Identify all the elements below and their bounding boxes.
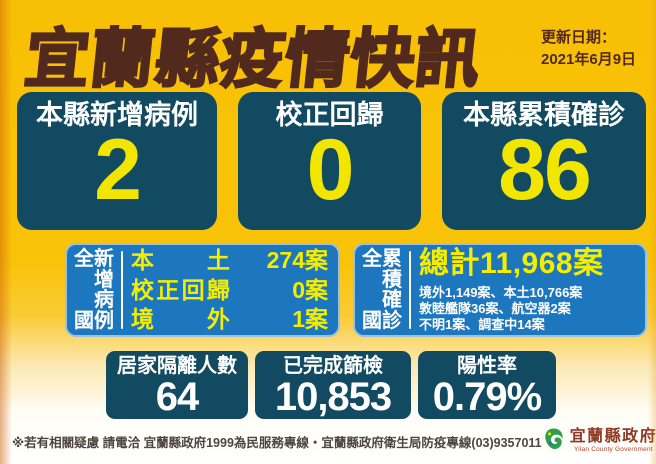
side-label-col-inner: 新增病例 bbox=[94, 249, 114, 331]
label-char: 全 bbox=[362, 248, 382, 270]
vertical-divider bbox=[409, 251, 411, 329]
case-value: 274案 bbox=[266, 247, 328, 273]
stat-value: 86 bbox=[498, 121, 592, 218]
stat-card-home-isolation: 居家隔離人數 64 bbox=[106, 351, 248, 419]
label-char: 國 bbox=[74, 310, 94, 332]
stat-label: 本縣新增病例 bbox=[36, 100, 198, 130]
breakdown-line: 境外1,149案、本土10,766案 bbox=[419, 284, 583, 300]
stat-label: 本縣累積確診 bbox=[463, 100, 625, 130]
cumulative-breakdown: 境外1,149案、本土10,766案 敦睦艦隊36案、航空器2案 不明1案、調查… bbox=[419, 285, 635, 333]
stat-card-cumulative: 本縣累積確診 86 bbox=[442, 92, 646, 230]
stat-card-backlog: 校正回歸 0 bbox=[238, 92, 421, 230]
case-value: 1案 bbox=[292, 306, 328, 332]
side-label-col-inner: 累積確診 bbox=[382, 249, 402, 331]
hotline-notice: ※若有相關疑慮 請電洽 宜蘭縣政府1999為民服務專線・宜蘭縣政府衛生局防疫專線… bbox=[12, 435, 542, 450]
label-char: 國 bbox=[362, 310, 382, 332]
bottom-stats-row: 居家隔離人數 64 已完成篩檢 10,853 陽性率 0.79% bbox=[106, 351, 556, 419]
stat-value: 0 bbox=[306, 121, 355, 218]
stat-label: 陽性率 bbox=[457, 355, 517, 377]
case-value: 0案 bbox=[292, 276, 328, 303]
stat-label: 校正回歸 bbox=[275, 100, 384, 130]
stat-card-positive-rate: 陽性率 0.79% bbox=[418, 351, 556, 419]
label-char: 積 bbox=[382, 268, 402, 291]
stat-label: 已完成篩檢 bbox=[283, 355, 383, 377]
county-logo-icon bbox=[542, 427, 566, 456]
cumulative-content: 總計11,968案 境外1,149案、本土10,766案 敦睦艦隊36案、航空器… bbox=[419, 248, 635, 333]
label-char: 外 bbox=[206, 306, 230, 332]
label-char: 確 bbox=[382, 289, 402, 312]
label-char: 本 bbox=[131, 247, 154, 273]
side-label-col-outer: 全國 bbox=[362, 249, 382, 331]
page-title: 宜蘭縣疫情快訊 bbox=[20, 22, 485, 97]
panel-side-label: 全國 新增病例 bbox=[74, 249, 114, 331]
panel-national-new-cases: 全國 新增病例 本土 274案 校正回歸 0案 境外 1案 bbox=[65, 243, 340, 337]
stat-value: 0.79% bbox=[432, 375, 542, 419]
label-char: 境 bbox=[131, 306, 154, 332]
label-char: 全 bbox=[74, 248, 94, 270]
case-term: 校正回歸 bbox=[131, 276, 230, 303]
side-label-col-outer: 全國 bbox=[74, 249, 94, 331]
breakdown-line: 不明1案、調查中14案 bbox=[419, 316, 545, 332]
panel-national-cumulative: 全國 累積確診 總計11,968案 境外1,149案、本土10,766案 敦睦艦… bbox=[353, 243, 647, 337]
top-stats-row: 本縣新增病例 2 校正回歸 0 本縣累積確診 86 bbox=[17, 92, 646, 230]
cumulative-total: 總計11,968案 bbox=[419, 246, 604, 280]
label-char: 正 bbox=[156, 276, 180, 303]
breakdown-line: 敦睦艦隊36案、航空器2案 bbox=[419, 300, 571, 316]
label-char: 累 bbox=[382, 248, 402, 270]
update-date: 更新日期： 2021年6月9日 bbox=[541, 27, 636, 71]
county-logo-subtitle: Yilan County Government bbox=[573, 445, 653, 453]
stat-card-screening-done: 已完成篩檢 10,853 bbox=[255, 351, 411, 419]
stat-value: 2 bbox=[94, 121, 142, 218]
panel-side-label: 全國 累積確診 bbox=[362, 249, 402, 331]
update-date-label: 更新日期： bbox=[541, 29, 617, 46]
vertical-divider bbox=[121, 251, 123, 329]
county-logo-text: 宜蘭縣政府 Yilan County Government bbox=[569, 427, 656, 454]
stat-card-new-cases: 本縣新增病例 2 bbox=[17, 92, 217, 230]
label-char: 回 bbox=[181, 276, 205, 303]
label-char: 歸 bbox=[206, 276, 230, 303]
case-term: 本土 bbox=[131, 249, 230, 272]
label-char: 校 bbox=[131, 276, 154, 303]
stat-value: 64 bbox=[155, 375, 200, 419]
case-row-imported: 境外 1案 bbox=[131, 308, 328, 331]
county-logo-title: 宜蘭縣政府 bbox=[569, 427, 656, 445]
label-char: 土 bbox=[206, 247, 230, 273]
stat-label: 居家隔離人數 bbox=[117, 355, 237, 377]
case-rows: 本土 274案 校正回歸 0案 境外 1案 bbox=[131, 249, 328, 331]
county-government-logo: 宜蘭縣政府 Yilan County Government bbox=[542, 427, 656, 456]
label-char: 病 bbox=[94, 289, 114, 312]
case-row-local: 本土 274案 bbox=[131, 249, 328, 272]
label-char: 例 bbox=[94, 309, 114, 332]
update-date-value: 2021年6月9日 bbox=[541, 50, 637, 68]
stat-value: 10,853 bbox=[274, 375, 392, 419]
label-char: 診 bbox=[382, 309, 402, 332]
footer: ※若有相關疑慮 請電洽 宜蘭縣政府1999為民服務專線・宜蘭縣政府衛生局防疫專線… bbox=[0, 422, 656, 464]
label-char: 增 bbox=[94, 268, 114, 291]
label-char: 新 bbox=[94, 248, 114, 270]
national-panels-row: 全國 新增病例 本土 274案 校正回歸 0案 境外 1案 bbox=[65, 243, 647, 337]
case-term: 境外 bbox=[131, 308, 230, 331]
case-row-backlog: 校正回歸 0案 bbox=[131, 276, 328, 303]
